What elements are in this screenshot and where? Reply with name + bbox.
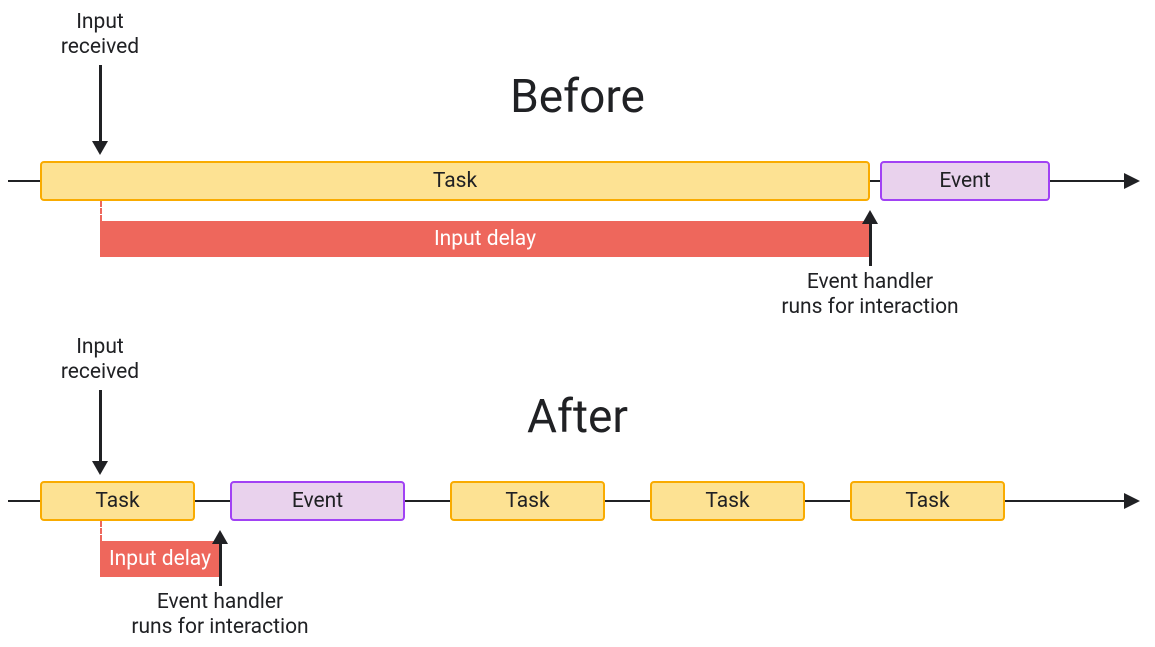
after-task-box-0: Task [40, 481, 195, 521]
before-handler-arrow-head [862, 210, 878, 224]
after-input-delay-box: Input delay [100, 541, 220, 577]
before-event-box: Event [880, 161, 1050, 201]
before-input-arrow-line [99, 65, 102, 141]
after-dash-line [100, 521, 102, 541]
before-event-handler-label: Event handler runs for interaction [720, 270, 1020, 320]
before-task-box: Task [40, 161, 870, 201]
after-event-box: Event [230, 481, 405, 521]
before-dash-line [100, 201, 102, 221]
after-input-arrow-head [92, 461, 108, 475]
after-handler-arrow-line [219, 544, 222, 586]
after-input-received-label: Input received [0, 335, 250, 385]
before-timeline-arrowhead [1124, 173, 1140, 189]
after-task-box-1: Task [450, 481, 605, 521]
after-input-arrow-line [99, 390, 102, 461]
after-title: After [0, 390, 1155, 444]
after-handler-arrow-head [212, 530, 228, 544]
before-input-received-label: Input received [0, 10, 250, 60]
before-input-delay-box: Input delay [100, 221, 870, 257]
after-timeline-arrowhead [1124, 493, 1140, 509]
after-event-handler-label: Event handler runs for interaction [70, 590, 370, 640]
before-input-arrow-head [92, 141, 108, 155]
before-title: Before [0, 70, 1155, 124]
before-handler-arrow-line [869, 224, 872, 266]
after-task-box-3: Task [850, 481, 1005, 521]
after-task-box-2: Task [650, 481, 805, 521]
